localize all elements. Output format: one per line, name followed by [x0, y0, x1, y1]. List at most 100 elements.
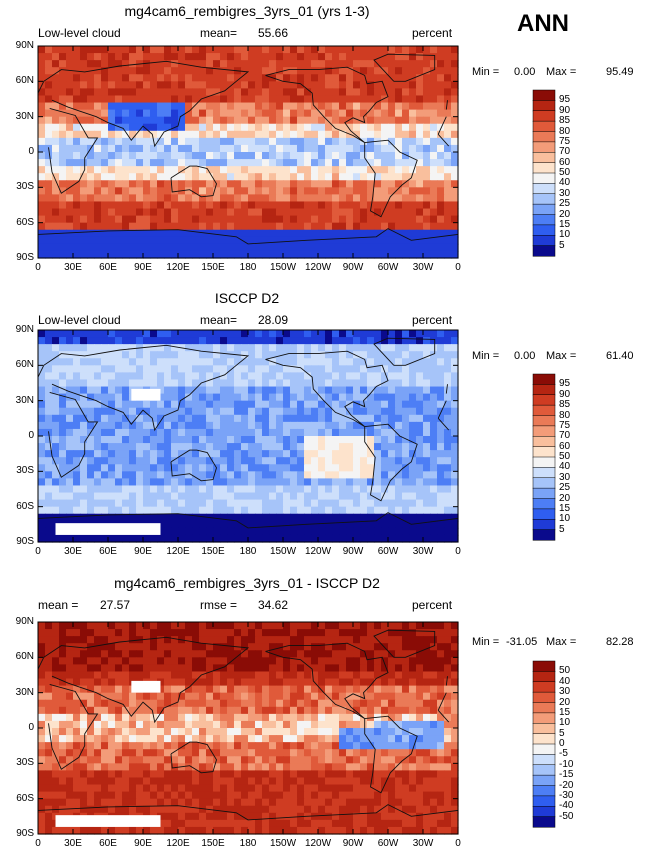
field-cell [276, 187, 284, 195]
field-cell [66, 102, 74, 111]
field-cell [101, 201, 109, 210]
field-cell [38, 636, 46, 644]
field-cell [66, 144, 74, 153]
field-cell [129, 173, 137, 181]
field-cell [59, 243, 67, 252]
field-cell [346, 407, 354, 416]
field-cell [353, 243, 361, 252]
lat-tick-label: 90N [15, 324, 34, 335]
field-cell [129, 229, 137, 238]
coastline-namerica [265, 66, 389, 143]
field-cell [255, 421, 263, 430]
field-cell [164, 720, 172, 729]
field-cell [101, 534, 109, 543]
field-cell [241, 137, 249, 146]
field-cell [241, 720, 249, 729]
field-cell [367, 116, 375, 125]
field-cell [136, 443, 144, 451]
field-cell [283, 180, 291, 188]
field-cell [325, 372, 333, 381]
field-cell [115, 250, 123, 259]
field-cell [59, 685, 67, 694]
field-cell [227, 144, 235, 153]
field-cell [395, 173, 403, 181]
field-cell [185, 358, 193, 366]
field-cell [332, 116, 340, 125]
field-cell [388, 756, 396, 764]
field-cell [227, 650, 235, 658]
field-cell [255, 407, 263, 416]
field-cell [374, 692, 382, 701]
field-cell [381, 457, 389, 465]
field-cell [374, 471, 382, 479]
field-cell [269, 471, 277, 479]
field-cell [136, 513, 144, 522]
field-cell [66, 664, 74, 673]
field-cell [213, 137, 221, 146]
field-cell [45, 457, 53, 465]
field-cell [332, 102, 340, 111]
field-cell [178, 243, 186, 252]
field-cell [290, 436, 298, 444]
field-cell [346, 95, 354, 104]
field-cell [227, 46, 235, 54]
field-cell [59, 144, 67, 153]
field-cell [353, 116, 361, 125]
field-cell [388, 506, 396, 515]
field-cell [255, 464, 263, 472]
field-cell [262, 692, 270, 701]
field-cell [430, 407, 438, 416]
field-cell [269, 421, 277, 430]
field-cell [444, 67, 452, 75]
field-cell [290, 499, 298, 508]
field-cell [381, 735, 389, 743]
field-cell [122, 678, 130, 687]
field-cell [346, 243, 354, 252]
field-cell [262, 629, 270, 637]
field-cell [255, 229, 263, 238]
field-cell [402, 130, 410, 139]
field-cell [332, 123, 340, 132]
field-cell [325, 643, 333, 651]
field-cell [143, 407, 151, 416]
field-cell [367, 492, 375, 501]
field-cell [45, 699, 53, 708]
field-cell [192, 636, 200, 644]
field-cell [234, 650, 242, 658]
field-cell [73, 95, 81, 104]
field-cell [199, 330, 207, 338]
field-cell [59, 629, 67, 637]
field-cell [304, 372, 312, 381]
field-cell [416, 421, 424, 430]
field-cell [304, 728, 312, 736]
field-cell [339, 144, 347, 153]
field-cell [311, 464, 319, 472]
field-cell [283, 46, 291, 54]
field-cell [157, 742, 165, 750]
field-cell [290, 337, 298, 345]
field-cell [150, 344, 158, 352]
field-cell [94, 622, 102, 630]
field-cell [227, 109, 235, 118]
field-cell [199, 678, 207, 687]
field-cell [220, 229, 228, 238]
field-cell [430, 351, 438, 359]
rmse-value: 34.62 [258, 598, 289, 612]
field-cell [269, 53, 277, 61]
field-cell [199, 74, 207, 82]
field-cell [269, 485, 277, 494]
field-cell [248, 520, 256, 529]
field-cell [213, 215, 221, 224]
field-cell [332, 201, 340, 210]
field-cell [416, 102, 424, 111]
field-cell [164, 102, 172, 111]
field-cell [255, 46, 263, 54]
field-cell [38, 46, 46, 54]
field-cell [101, 457, 109, 465]
field-cell [374, 464, 382, 472]
field-cell [178, 351, 186, 359]
field-cell [171, 74, 179, 82]
field-cell [213, 372, 221, 381]
field-cell [87, 194, 95, 203]
field-cell [206, 414, 214, 423]
